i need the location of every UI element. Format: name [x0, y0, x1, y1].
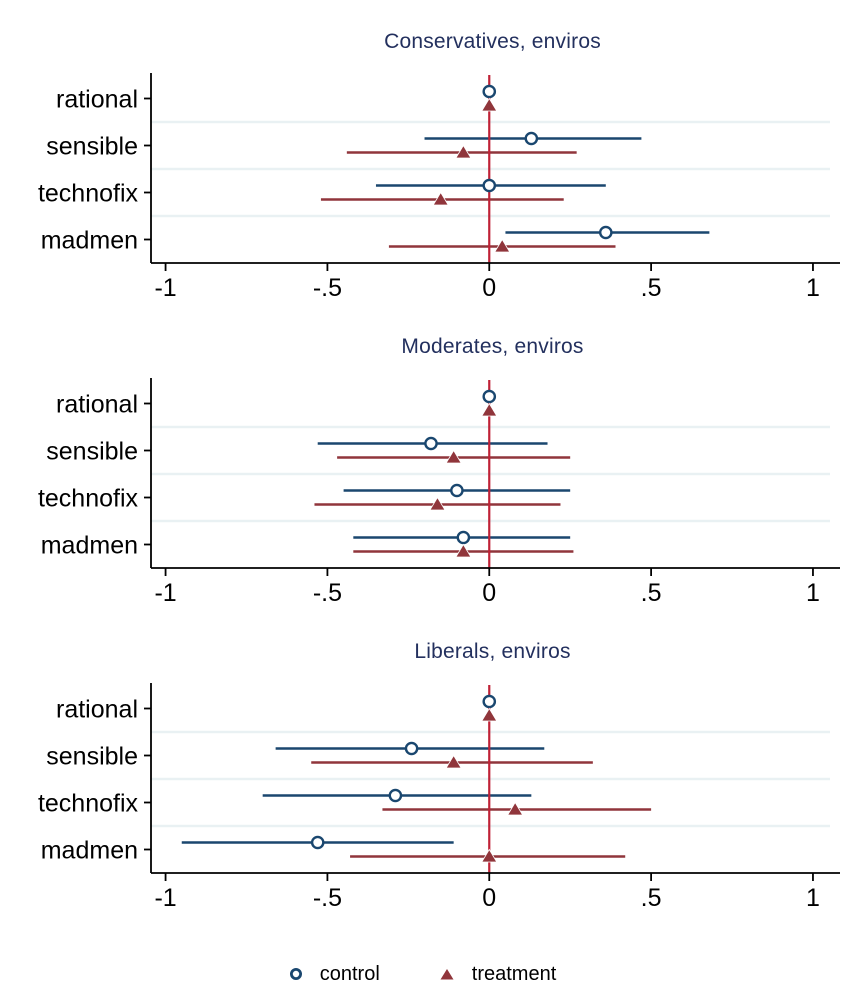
x-tick-label: 1 [806, 579, 820, 607]
x-tick-label: 1 [806, 274, 820, 302]
control-marker-sensible [404, 741, 419, 756]
legend-label-control: control [319, 962, 380, 985]
control-marker-technofix [450, 483, 464, 498]
y-category-label: technofix [38, 180, 139, 208]
panel-liberals-enviros: Liberals, enviros -1 -.5 0 .5 1 rational sensi… [0, 610, 844, 915]
y-category-label: madmen [41, 227, 138, 255]
panel-conservatives-enviros: Conservatives, enviros -1 -.5 0 .5 1 rational… [0, 0, 844, 305]
control-marker-sensible [524, 131, 539, 146]
x-tick-label: -.5 [313, 579, 342, 607]
x-tick-label: -1 [154, 579, 176, 607]
y-category-label: technofix [38, 790, 139, 818]
y-category-label: rational [56, 86, 138, 114]
control-marker-madmen [456, 530, 471, 545]
y-category-label: madmen [41, 532, 138, 560]
panel-moderates-enviros: Moderates, enviros -1 -.5 0 .5 1 rational sens… [0, 305, 844, 610]
treatment-marker-sensible [445, 754, 462, 769]
legend-label-treatment: treatment [471, 962, 557, 985]
legend: control treatment [0, 952, 844, 996]
treatment-marker-sensible [445, 449, 462, 464]
y-category-label: sensible [46, 438, 138, 466]
legend-item-treatment: treatment [438, 963, 556, 986]
treatment-marker-sensible [455, 144, 472, 159]
treatment-marker-rational [481, 707, 498, 722]
x-tick-label: -.5 [313, 274, 342, 302]
treatment-marker-rational [481, 97, 498, 112]
forest-plot-liberals: -1 -.5 0 .5 1 rational sensible technofix madmen [38, 683, 840, 912]
control-marker-madmen [598, 225, 613, 240]
legend-item-control: control [288, 963, 380, 986]
y-category-label: madmen [41, 837, 138, 865]
treatment-marker-technofix [429, 496, 446, 511]
x-tick-label: .5 [641, 274, 662, 302]
forest-plot-conservatives: -1 -.5 0 .5 1 rational sensible technofix madmen [38, 73, 840, 302]
x-tick-label: -1 [154, 274, 176, 302]
x-tick-label: -.5 [313, 884, 342, 912]
y-category-label: rational [56, 696, 138, 724]
x-tick-label: -1 [154, 884, 176, 912]
forest-plot-moderates: -1 -.5 0 .5 1 rational sensible technofix madmen [38, 378, 840, 607]
x-tick-label: .5 [641, 884, 662, 912]
control-marker-madmen [310, 835, 325, 850]
x-tick-label: 0 [482, 579, 496, 607]
control-marker-technofix [482, 178, 497, 193]
x-tick-label: 0 [482, 274, 496, 302]
treatment-filled-triangle-icon [440, 969, 454, 980]
treatment-marker-madmen [455, 543, 472, 558]
treatment-marker-madmen [494, 238, 511, 253]
y-category-label: sensible [46, 743, 138, 771]
control-marker-technofix [388, 788, 403, 803]
x-tick-label: 0 [482, 884, 496, 912]
panel-title-conservatives: Conservatives, enviros [384, 30, 601, 53]
x-tick-label: .5 [641, 579, 662, 607]
treatment-marker-technofix [432, 191, 449, 206]
control-marker-sensible [424, 436, 438, 451]
y-category-label: technofix [38, 485, 139, 513]
y-category-label: sensible [46, 133, 138, 161]
treatment-marker-technofix [506, 801, 524, 816]
control-marker-rational [482, 84, 497, 99]
control-marker-rational [482, 694, 497, 709]
treatment-marker-madmen [481, 848, 498, 863]
x-tick-label: 1 [806, 884, 820, 912]
control-open-circle-icon [289, 968, 302, 980]
control-marker-rational [482, 389, 497, 404]
y-category-label: rational [56, 391, 138, 419]
treatment-marker-rational [481, 402, 498, 417]
panel-title-liberals: Liberals, enviros [414, 640, 571, 663]
panel-title-moderates: Moderates, enviros [401, 335, 584, 358]
